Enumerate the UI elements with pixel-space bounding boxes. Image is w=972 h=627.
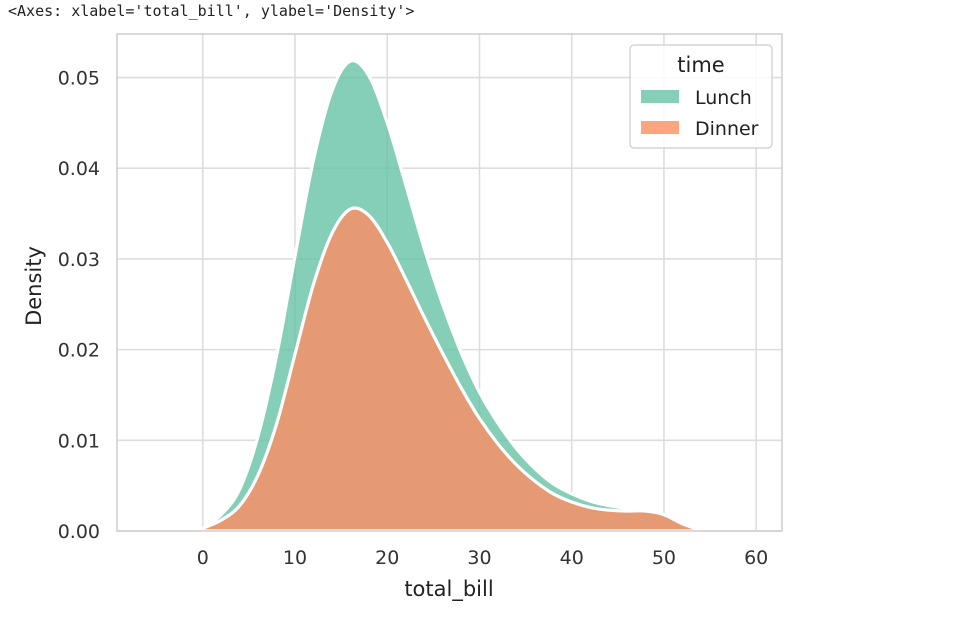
plot-frame [116,33,783,532]
x-tick-label: 20 [375,547,399,569]
legend-title: time [677,53,724,77]
x-tick-label: 60 [744,547,768,569]
legend-swatch-lunch [641,90,679,103]
y-tick-label: 0.03 [58,249,100,271]
y-tick-label: 0.02 [58,340,100,362]
y-axis-label: Density [22,246,46,326]
area-dinner [201,206,703,533]
x-tick-label: 0 [197,547,209,569]
legend-label-dinner: Dinner [695,118,759,140]
x-tick-labels: 0 10 20 30 40 50 60 [197,547,769,569]
x-tick-label: 40 [560,547,584,569]
x-axis-label: total_bill [404,577,493,602]
output-repr-text: <Axes: xlabel='total_bill', ylabel='Dens… [8,2,415,20]
legend-label-lunch: Lunch [695,87,752,109]
x-tick-label: 50 [652,547,676,569]
area-series [201,59,703,533]
x-tick-label: 10 [283,547,307,569]
y-tick-label: 0.04 [58,158,100,180]
y-tick-label: 0.05 [58,68,100,90]
y-tick-label: 0.00 [58,521,100,543]
y-tick-label: 0.01 [58,430,100,452]
legend-swatch-dinner [641,121,679,134]
x-tick-label: 30 [467,547,491,569]
y-tick-labels: 0.00 0.01 0.02 0.03 0.04 0.05 [58,68,100,543]
legend: time Lunch Dinner [629,44,773,149]
